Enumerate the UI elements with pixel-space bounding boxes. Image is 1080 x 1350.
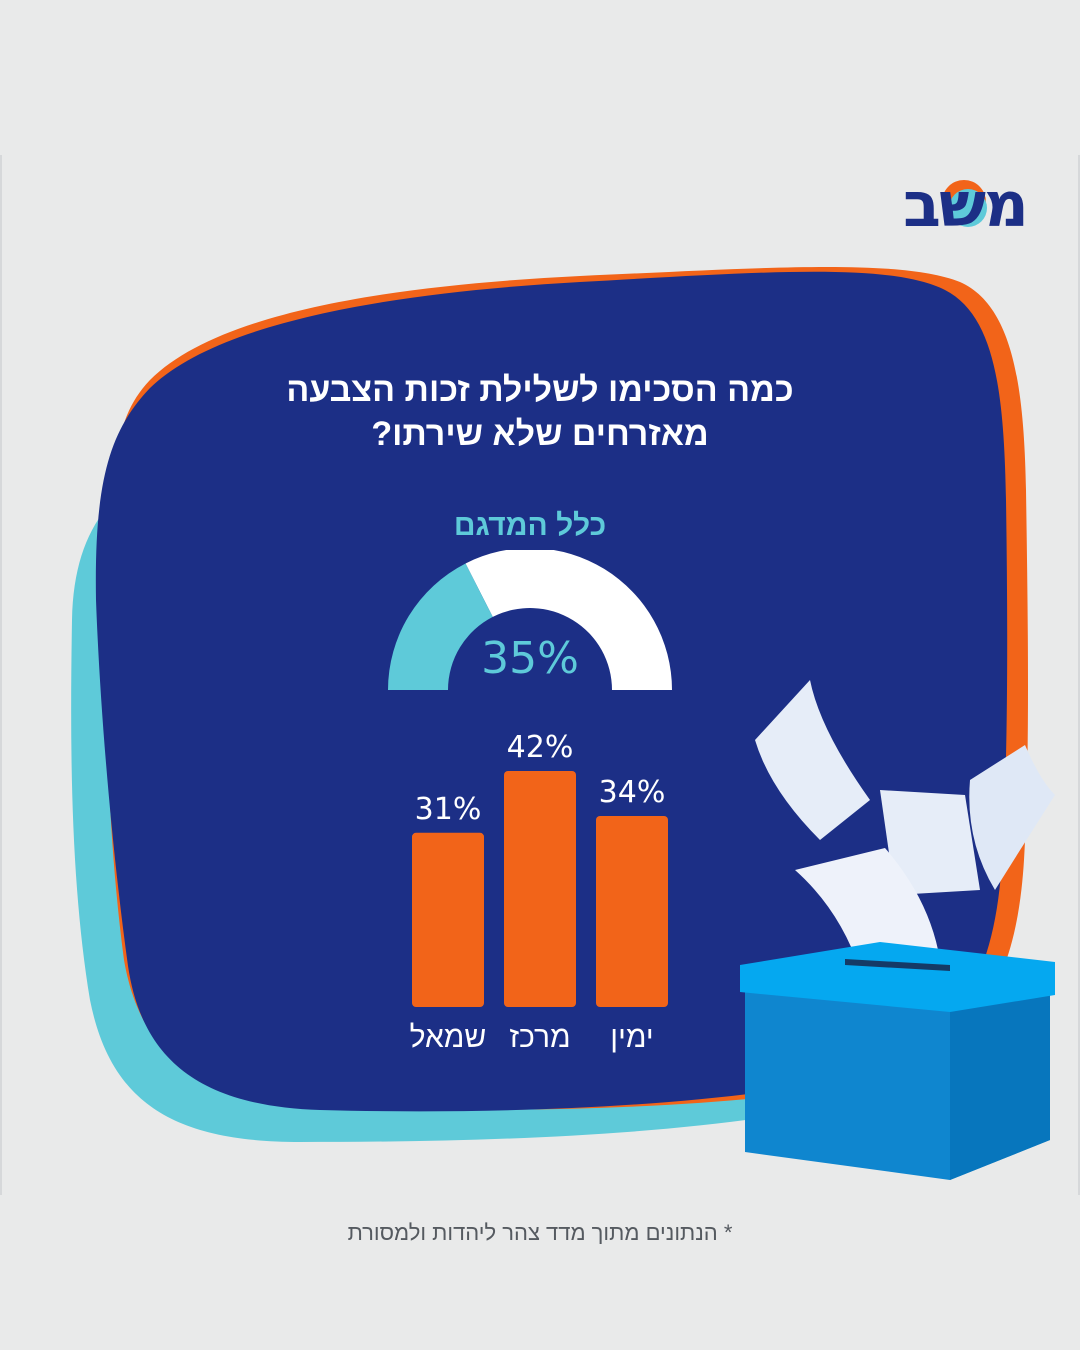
bar-category-label-2: ימין	[610, 1021, 653, 1054]
bar-value-label-2: 34%	[599, 775, 666, 810]
chart-title: כמה הסכימו לשלילת זכות הצבעה מאזרחים שלא…	[200, 368, 880, 456]
blob-navy	[95, 271, 1008, 1112]
bar-chart: 31% שמאל 42% מרכז 34% ימין	[410, 730, 668, 1054]
bar-value-label-0: 31%	[415, 792, 482, 827]
bar-1	[504, 771, 576, 1007]
ballot-box-lid	[740, 942, 1055, 1012]
chart-title-line-2: מאזרחים שלא שירתו?	[371, 415, 709, 453]
gauge-remainder-arc	[465, 550, 672, 690]
logo-swirl-icon	[942, 180, 987, 227]
ballot-paper-2-icon	[880, 790, 980, 895]
gauge-chart	[388, 550, 672, 690]
frame-line-left	[0, 155, 2, 1195]
ballot-box-illustration	[740, 680, 1055, 1180]
bar-value-label-1: 42%	[507, 730, 574, 765]
gauge-value-label: 35%	[481, 633, 579, 684]
gauge-title: כלל המדגם	[453, 509, 607, 542]
ballot-paper-4-icon	[795, 848, 940, 970]
ballot-paper-3-icon	[969, 745, 1055, 890]
bar-category-label-1: מרכז	[509, 1021, 570, 1054]
logo-text: משב	[903, 168, 1029, 241]
chart-title-line-1: כמה הסכימו לשלילת זכות הצבעה	[286, 371, 794, 409]
frame-line-right	[1078, 155, 1080, 1195]
brand-logo: משב	[880, 170, 1050, 240]
gauge-value-arc	[388, 563, 493, 690]
ballot-box-side-shade	[950, 990, 1050, 1180]
ballot-paper-1-icon	[755, 680, 870, 840]
bar-2	[596, 815, 668, 1007]
bar-0	[412, 832, 484, 1007]
footnote: * הנתונים מתוך מדד צהר ליהדות ולמסורת	[347, 1220, 733, 1245]
bar-category-label-0: שמאל	[410, 1021, 487, 1054]
ballot-box-slot	[845, 959, 950, 971]
